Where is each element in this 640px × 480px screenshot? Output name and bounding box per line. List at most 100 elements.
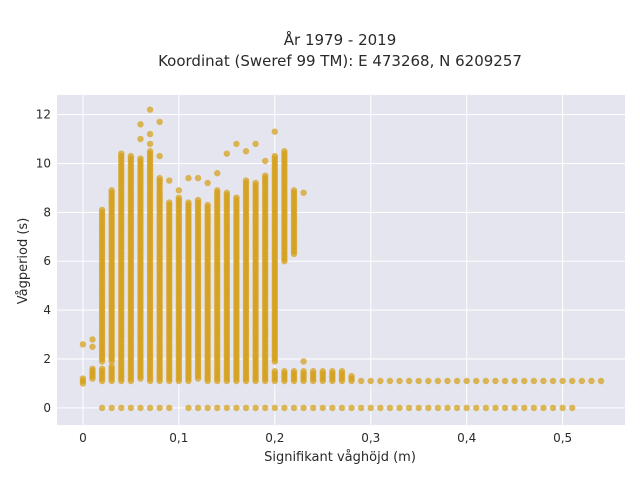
scatter-point: [118, 404, 125, 412]
scatter-point: [118, 150, 125, 157]
scatter-point: [473, 377, 480, 385]
scatter-point: [521, 404, 528, 412]
scatter-point: [309, 404, 317, 412]
scatter-point: [281, 368, 288, 375]
scatter-point: [89, 343, 96, 350]
x-tick-label: 0,1: [169, 431, 188, 445]
y-tick-label: 12: [36, 108, 51, 122]
y-tick-label: 0: [43, 401, 51, 415]
scatter-point: [204, 179, 211, 187]
scatter-point: [233, 194, 240, 201]
scatter-point: [89, 336, 96, 343]
scatter-point: [194, 174, 202, 182]
scatter-point: [453, 404, 461, 412]
scatter-point: [377, 404, 384, 412]
scatter-point: [137, 155, 144, 162]
scatter-point: [79, 375, 87, 382]
scatter-point: [137, 404, 144, 412]
scatter-point: [530, 377, 538, 385]
scatter-point: [98, 365, 106, 372]
scatter-point: [223, 189, 231, 196]
scatter-point: [415, 404, 422, 412]
y-tick-label: 4: [43, 303, 51, 317]
x-tick-label: 0,4: [457, 431, 476, 445]
x-axis-title: Signifikant våghöjd (m): [264, 450, 416, 465]
scatter-point: [463, 377, 470, 385]
scatter-point: [453, 377, 461, 385]
scatter-point: [175, 187, 183, 194]
chart-title-line-2: Koordinat (Sweref 99 TM): E 473268, N 62…: [158, 52, 522, 70]
x-tick-label: 0: [79, 431, 87, 445]
scatter-point: [252, 140, 259, 148]
scatter-point: [597, 377, 605, 385]
scatter-point: [262, 157, 269, 165]
y-tick-label: 10: [36, 156, 51, 170]
scatter-point: [146, 140, 154, 148]
scatter-point: [290, 404, 298, 412]
scatter-point: [578, 377, 586, 385]
scatter-point: [185, 174, 192, 182]
scatter-point: [271, 404, 278, 412]
scatter-point: [108, 363, 115, 370]
scatter-point: [482, 377, 490, 385]
scatter-point: [146, 404, 154, 412]
scatter-point: [242, 177, 250, 184]
scatter-point: [348, 372, 355, 380]
scatter-point: [156, 152, 163, 160]
scatter-point: [444, 377, 451, 385]
scatter-point: [473, 404, 480, 412]
scatter-point: [492, 404, 499, 412]
scatter-point: [530, 404, 538, 412]
scatter-point: [511, 404, 518, 412]
scatter-point: [271, 128, 278, 135]
scatter-point: [242, 148, 250, 155]
scatter-point: [271, 368, 278, 375]
scatter-point: [223, 404, 231, 412]
scatter-point: [396, 404, 403, 412]
scatter-point: [214, 187, 221, 194]
scatter-point: [357, 404, 365, 412]
y-tick-labels: 0 2 4 6 8 10 12: [36, 108, 51, 415]
scatter-point: [98, 206, 106, 214]
scatter-point: [98, 404, 106, 412]
y-tick-label: 2: [43, 352, 51, 366]
scatter-point: [319, 404, 326, 412]
scatter-point: [434, 377, 442, 385]
scatter-point: [137, 121, 144, 128]
scatter-point: [127, 404, 135, 412]
scatter-point: [281, 148, 288, 155]
scatter-point: [300, 368, 307, 375]
scatter-point: [396, 377, 403, 385]
scatter-point: [549, 404, 557, 412]
scatter-point: [185, 199, 192, 206]
scatter-point: [233, 404, 240, 412]
scatter-point: [549, 377, 557, 385]
scatter-point: [146, 130, 154, 138]
scatter-point: [204, 201, 211, 209]
scatter-point: [569, 404, 576, 412]
scatter-point: [377, 377, 384, 385]
scatter-point: [501, 377, 509, 385]
x-tick-label: 0,2: [265, 431, 284, 445]
scatter-point: [444, 404, 451, 412]
scatter-point: [425, 377, 432, 385]
scatter-point: [233, 140, 240, 148]
x-tick-labels: 0 0,1 0,2 0,3 0,4 0,5: [79, 431, 572, 445]
scatter-point: [281, 404, 288, 412]
scatter-point: [588, 377, 595, 385]
scatter-point: [569, 377, 576, 385]
y-axis-title: Vågperiod (s): [16, 218, 31, 305]
scatter-point: [252, 404, 259, 412]
scatter-point: [501, 404, 509, 412]
scatter-point: [166, 177, 173, 184]
scatter-point: [309, 368, 317, 375]
scatter-point: [262, 404, 269, 412]
scatter-point: [338, 368, 346, 375]
scatter-point: [194, 404, 202, 412]
scatter-point: [425, 404, 432, 412]
scatter-point: [156, 118, 163, 126]
scatter-point: [252, 179, 259, 187]
scatter-point: [166, 199, 173, 206]
scatter-point: [559, 377, 566, 385]
